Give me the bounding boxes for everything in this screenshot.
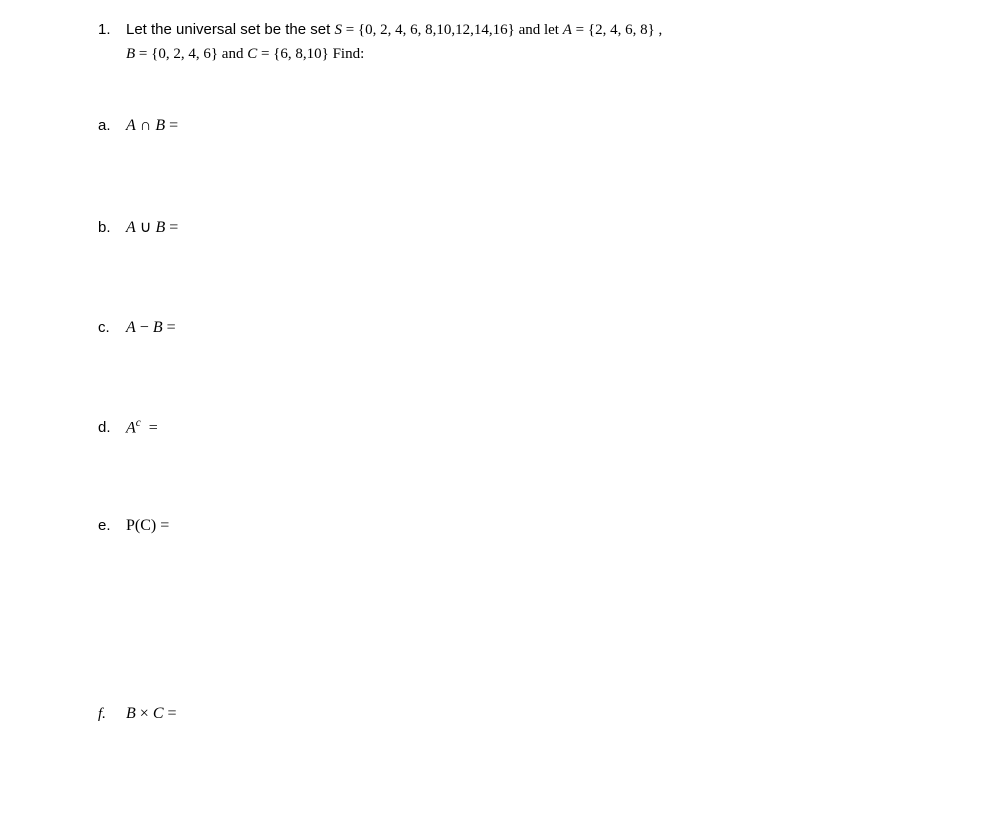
q-eq-4: = {6, 8,10} Find:	[257, 46, 364, 62]
sub-item-e: e. P(C) =	[98, 517, 918, 535]
q-eq-2: = {2, 4, 6, 8} ,	[572, 22, 662, 38]
sub-expr-b: A ∪ B =	[126, 217, 178, 237]
q-text-1: Let the universal set be the set	[126, 21, 334, 38]
sym-S: S	[334, 22, 342, 38]
sub-expr-e: P(C) =	[126, 517, 169, 535]
subquestion-list: a. A ∩ B = b. A ∪ B = c. A − B = d. Ac =…	[98, 117, 918, 723]
sub-expr-c: A − B =	[126, 319, 176, 337]
sub-item-b: b. A ∪ B =	[98, 217, 918, 237]
sub-label-a: a.	[98, 117, 126, 134]
sub-expr-d: Ac =	[126, 417, 158, 437]
worksheet-page: 1. Let the universal set be the set S = …	[0, 0, 918, 723]
sub-label-f: f.	[98, 706, 126, 723]
sub-label-e: e.	[98, 517, 126, 534]
sub-item-d: d. Ac =	[98, 417, 918, 437]
question-text: Let the universal set be the set S = {0,…	[126, 18, 918, 67]
sub-item-a: a. A ∩ B =	[98, 117, 918, 135]
sub-expr-a: A ∩ B =	[126, 117, 178, 135]
question-number: 1.	[98, 18, 126, 41]
sub-label-b: b.	[98, 219, 126, 236]
sub-item-c: c. A − B =	[98, 319, 918, 337]
sym-B: B	[126, 46, 135, 62]
q-eq-3: = {0, 2, 4, 6} and	[135, 46, 247, 62]
sym-C: C	[247, 46, 257, 62]
sub-label-c: c.	[98, 319, 126, 336]
sym-A: A	[563, 22, 572, 38]
q-eq-1: = {0, 2, 4, 6, 8,10,12,14,16} and let	[342, 22, 563, 38]
sub-expr-f: B × C =	[126, 705, 177, 723]
sub-item-f: f. B × C =	[98, 705, 918, 723]
question-block: 1. Let the universal set be the set S = …	[98, 18, 918, 67]
sub-label-d: d.	[98, 419, 126, 436]
